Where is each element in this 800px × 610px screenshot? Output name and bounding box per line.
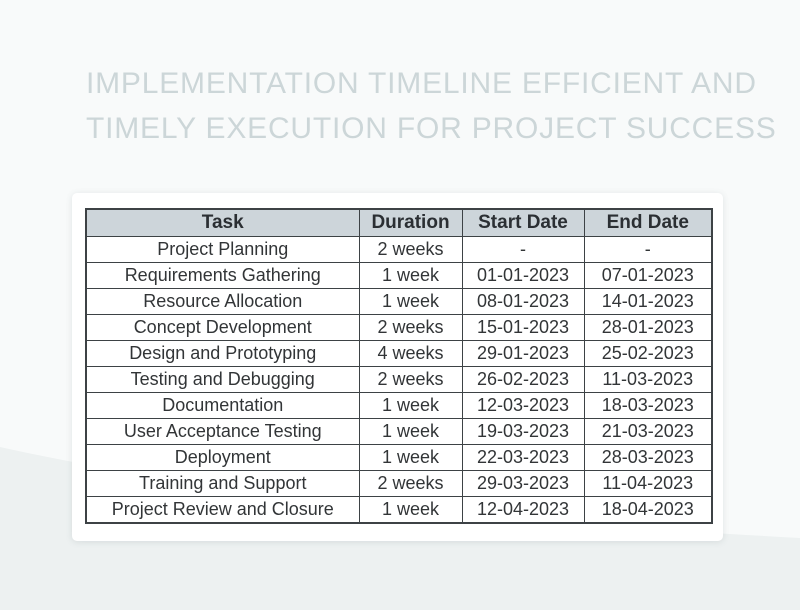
start-date-cell: 19-03-2023 (461, 418, 585, 445)
end-date-cell: 18-03-2023 (583, 392, 713, 419)
start-date-cell: 29-01-2023 (461, 340, 585, 367)
implementation-timeline-table: Task Duration Start Date End Date Project P… (85, 208, 713, 524)
task-cell: Documentation (85, 392, 360, 419)
page-title: IMPLEMENTATION TIMELINE EFFICIENT AND TI… (86, 61, 777, 151)
table-row: User Acceptance Testing 1 week 19-03-2023 2… (85, 418, 713, 445)
duration-cell: 1 week (358, 262, 463, 289)
table-row: Documentation 1 week 12-03-2023 18-03-2023 (85, 392, 713, 419)
table-row: Project Review and Closure 1 week 12-04-20… (85, 496, 713, 524)
table-row: Training and Support 2 weeks 29-03-2023 11-… (85, 470, 713, 497)
task-cell: Project Review and Closure (85, 496, 360, 524)
duration-cell: 4 weeks (358, 340, 463, 367)
table-row: Design and Prototyping 4 weeks 29-01-2023 2… (85, 340, 713, 367)
page-title-line-1: IMPLEMENTATION TIMELINE EFFICIENT AND (86, 67, 757, 100)
duration-cell: 2 weeks (358, 236, 463, 263)
end-date-cell: 18-04-2023 (583, 496, 713, 524)
end-date-cell: 28-03-2023 (583, 444, 713, 471)
duration-cell: 2 weeks (358, 366, 463, 393)
table-row: Requirements Gathering 1 week 01-01-2023 07… (85, 262, 713, 289)
table-row: Concept Development 2 weeks 15-01-2023 28-0… (85, 314, 713, 341)
end-date-cell: 28-01-2023 (583, 314, 713, 341)
table-row: Project Planning 2 weeks - - (85, 236, 713, 263)
duration-cell: 2 weeks (358, 470, 463, 497)
start-date-cell: 15-01-2023 (461, 314, 585, 341)
task-cell: Testing and Debugging (85, 366, 360, 393)
page-title-line-2: TIMELY EXECUTION FOR PROJECT SUCCESS (86, 112, 777, 145)
duration-cell: 1 week (358, 288, 463, 315)
start-date-cell: 08-01-2023 (461, 288, 585, 315)
task-cell: Deployment (85, 444, 360, 471)
duration-cell: 1 week (358, 496, 463, 524)
end-date-cell: 14-01-2023 (583, 288, 713, 315)
end-date-cell: 21-03-2023 (583, 418, 713, 445)
duration-cell: 1 week (358, 418, 463, 445)
end-date-cell: 07-01-2023 (583, 262, 713, 289)
column-header-task: Task (85, 208, 360, 237)
start-date-cell: 29-03-2023 (461, 470, 585, 497)
table-row: Resource Allocation 1 week 08-01-2023 14-01… (85, 288, 713, 315)
start-date-cell: 12-04-2023 (461, 496, 585, 524)
duration-cell: 2 weeks (358, 314, 463, 341)
start-date-cell: 01-01-2023 (461, 262, 585, 289)
task-cell: Design and Prototyping (85, 340, 360, 367)
column-header-end-date: End Date (583, 208, 713, 237)
end-date-cell: - (583, 236, 713, 263)
start-date-cell: 12-03-2023 (461, 392, 585, 419)
task-cell: Concept Development (85, 314, 360, 341)
start-date-cell: - (461, 236, 585, 263)
table-header-row: Task Duration Start Date End Date (85, 208, 713, 237)
column-header-duration: Duration (358, 208, 463, 237)
duration-cell: 1 week (358, 392, 463, 419)
task-cell: Resource Allocation (85, 288, 360, 315)
end-date-cell: 11-04-2023 (583, 470, 713, 497)
table-card: Task Duration Start Date End Date Project P… (72, 193, 723, 541)
start-date-cell: 22-03-2023 (461, 444, 585, 471)
end-date-cell: 11-03-2023 (583, 366, 713, 393)
task-cell: Training and Support (85, 470, 360, 497)
table-row: Deployment 1 week 22-03-2023 28-03-2023 (85, 444, 713, 471)
task-cell: Requirements Gathering (85, 262, 360, 289)
duration-cell: 1 week (358, 444, 463, 471)
task-cell: Project Planning (85, 236, 360, 263)
end-date-cell: 25-02-2023 (583, 340, 713, 367)
task-cell: User Acceptance Testing (85, 418, 360, 445)
table-row: Testing and Debugging 2 weeks 26-02-2023 11… (85, 366, 713, 393)
column-header-start-date: Start Date (461, 208, 585, 237)
start-date-cell: 26-02-2023 (461, 366, 585, 393)
